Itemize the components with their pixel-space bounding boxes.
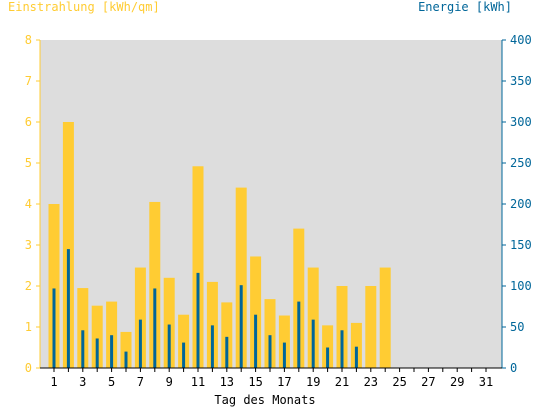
energie-bar — [124, 351, 128, 368]
x-tick-label: 11 — [191, 375, 205, 389]
einstrahlung-bar — [149, 201, 161, 368]
left-axis-ticks: 0 1 2 3 4 5 6 7 8 — [25, 33, 40, 375]
energie-bar — [326, 347, 330, 368]
x-tick-label: 27 — [421, 375, 435, 389]
left-tick-label: 4 — [25, 197, 32, 211]
x-tick-label: 29 — [450, 375, 464, 389]
energie-bar — [110, 335, 114, 368]
x-tick-label: 23 — [364, 375, 378, 389]
left-tick-label: 1 — [25, 320, 32, 334]
einstrahlung-bar — [91, 305, 103, 368]
energie-bar — [354, 346, 358, 368]
x-tick-label: 5 — [108, 375, 115, 389]
energie-bar — [167, 324, 171, 368]
einstrahlung-bar — [192, 166, 204, 368]
energie-bar — [153, 288, 157, 368]
x-tick-label: 17 — [277, 375, 291, 389]
left-tick-label: 5 — [25, 156, 32, 170]
x-tick-label: 9 — [166, 375, 173, 389]
right-tick-label: 400 — [510, 33, 532, 47]
x-axis-ticks: 1 3 5 7 9 11 13 15 17 19 21 23 25 27 29 31 — [50, 368, 493, 389]
einstrahlung-bar — [322, 325, 334, 368]
einstrahlung-bar — [178, 314, 190, 368]
right-axis-ticks: 0 50 100 150 200 250 300 350 400 — [502, 33, 532, 375]
right-tick-label: 150 — [510, 238, 532, 252]
einstrahlung-bar — [106, 301, 118, 368]
energie-bars — [52, 249, 358, 368]
einstrahlung-bars — [48, 122, 391, 368]
einstrahlung-bar — [163, 277, 175, 368]
einstrahlung-bar — [350, 322, 362, 368]
einstrahlung-bar — [48, 204, 60, 368]
x-axis-title: Tag des Monats — [214, 393, 315, 407]
x-tick-label: 25 — [392, 375, 406, 389]
einstrahlung-bar — [264, 299, 276, 368]
left-tick-label: 7 — [25, 74, 32, 88]
einstrahlung-bar — [307, 267, 319, 368]
energie-bar — [95, 338, 99, 368]
energie-bar — [239, 285, 243, 368]
einstrahlung-bar — [250, 256, 262, 368]
einstrahlung-bar — [62, 122, 74, 368]
right-tick-label: 250 — [510, 156, 532, 170]
energie-bar — [225, 336, 229, 368]
right-tick-label: 300 — [510, 115, 532, 129]
energie-bar — [268, 335, 272, 368]
x-tick-label: 1 — [50, 375, 57, 389]
right-tick-label: 50 — [510, 320, 524, 334]
energie-bar — [196, 272, 200, 368]
left-tick-label: 3 — [25, 238, 32, 252]
energie-bar — [340, 330, 344, 368]
right-tick-label: 100 — [510, 279, 532, 293]
einstrahlung-bar — [120, 331, 132, 368]
energie-bar — [297, 301, 301, 368]
x-tick-label: 21 — [335, 375, 349, 389]
energie-bar — [81, 330, 85, 368]
energie-bar — [182, 342, 186, 368]
x-tick-label: 13 — [220, 375, 234, 389]
einstrahlung-bar — [77, 288, 89, 368]
einstrahlung-bar — [206, 281, 218, 368]
x-tick-label: 31 — [479, 375, 493, 389]
left-tick-label: 2 — [25, 279, 32, 293]
left-tick-label: 0 — [25, 361, 32, 375]
x-tick-label: 19 — [306, 375, 320, 389]
left-tick-label: 6 — [25, 115, 32, 129]
x-tick-label: 7 — [137, 375, 144, 389]
right-tick-label: 200 — [510, 197, 532, 211]
energie-bar — [52, 288, 56, 368]
einstrahlung-bar — [221, 302, 233, 368]
energie-bar — [311, 319, 315, 368]
x-tick-label: 3 — [79, 375, 86, 389]
energie-bar — [210, 325, 214, 368]
einstrahlung-bar — [379, 267, 391, 368]
x-tick-label: 15 — [248, 375, 262, 389]
left-axis-title: Einstrahlung [kWh/qm] — [8, 0, 160, 14]
einstrahlung-bar — [293, 228, 305, 368]
energie-bar — [282, 342, 286, 368]
einstrahlung-bar — [235, 187, 247, 368]
right-tick-label: 350 — [510, 74, 532, 88]
einstrahlung-bar — [336, 286, 348, 368]
right-tick-label: 0 — [510, 361, 517, 375]
einstrahlung-bar — [365, 286, 377, 368]
energie-bar — [138, 319, 142, 368]
energie-bar — [66, 249, 70, 368]
energie-bar — [254, 314, 258, 368]
einstrahlung-bar — [134, 267, 146, 368]
einstrahlung-bar — [278, 315, 290, 368]
right-axis-title: Energie [kWh] — [418, 0, 512, 14]
left-tick-label: 8 — [25, 33, 32, 47]
